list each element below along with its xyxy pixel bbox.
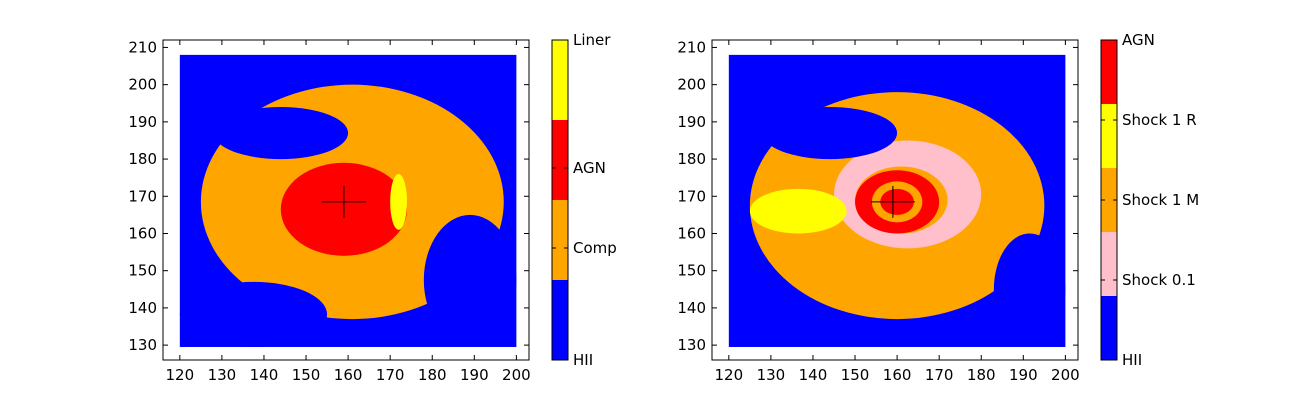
y-tick-label: 140 — [677, 299, 706, 317]
axes-frame — [162, 39, 530, 361]
colorbar-segment — [1101, 232, 1117, 296]
x-tick-label: 190 — [1009, 366, 1038, 384]
region-shock-1-r — [749, 188, 847, 234]
x-tick-label: 170 — [376, 366, 405, 384]
region-liner — [390, 173, 407, 230]
colorbar-label: Shock 0.1 — [1122, 271, 1196, 289]
y-tick-label: 130 — [677, 336, 706, 354]
x-tick-label: 170 — [925, 366, 954, 384]
y-tick-label: 140 — [128, 299, 157, 317]
y-tick-label: 210 — [677, 38, 706, 56]
x-tick-label: 130 — [757, 366, 786, 384]
y-tick-label: 180 — [677, 150, 706, 168]
colorbar-segment — [552, 40, 568, 120]
x-tick-label: 120 — [166, 366, 195, 384]
colorbar-label: AGN — [573, 159, 606, 177]
colorbar-label: Liner — [573, 31, 611, 49]
y-tick-label: 210 — [128, 38, 157, 56]
y-tick-label: 190 — [128, 113, 157, 131]
right-class-map-panel: 120 130 140 150 160 170 180 190 200 130 140 150 160 1… — [677, 31, 1199, 384]
class-map — [728, 54, 1066, 347]
y-tick-label: 200 — [128, 76, 157, 94]
x-tick-label: 200 — [502, 366, 531, 384]
y-tick-label: 190 — [677, 113, 706, 131]
x-tick-label: 160 — [883, 366, 912, 384]
x-tick-label: 190 — [460, 366, 489, 384]
x-tick-label: 120 — [715, 366, 744, 384]
x-tick-label: 130 — [208, 366, 237, 384]
x-tick-label: 160 — [334, 366, 363, 384]
x-tick-label: 180 — [967, 366, 996, 384]
colorbar-segment — [1101, 168, 1117, 232]
colorbar-segment — [1101, 40, 1117, 104]
x-tick-label: 180 — [418, 366, 447, 384]
y-tick-label: 160 — [128, 224, 157, 242]
x-tick-label: 150 — [841, 366, 870, 384]
left-class-map-panel: 120 130 140 150 160 170 180 190 200 130 140 150 160 1… — [128, 31, 616, 384]
colorbar-label: Shock 1 R — [1122, 111, 1197, 129]
region-hii — [762, 106, 898, 160]
colorbar-segment — [552, 280, 568, 360]
region-hii — [213, 106, 349, 160]
x-tick-label: 200 — [1051, 366, 1080, 384]
colorbar-label: HII — [1122, 351, 1142, 369]
colorbar-segment — [1101, 296, 1117, 360]
colorbar-label: HII — [573, 351, 593, 369]
y-tick-label: 200 — [677, 76, 706, 94]
y-tick-label: 170 — [128, 187, 157, 205]
region-hii — [423, 214, 517, 346]
y-tick-label: 180 — [128, 150, 157, 168]
colorbar-segment — [552, 120, 568, 200]
x-tick-label: 150 — [292, 366, 321, 384]
crosshair-marker — [321, 185, 366, 218]
x-tick-label: 140 — [799, 366, 828, 384]
colorbar-label: Comp — [573, 239, 617, 257]
colorbar-label: Shock 1 M — [1122, 191, 1199, 209]
colorbar: HII Comp AGN Liner — [551, 31, 617, 369]
y-tick-label: 160 — [677, 224, 706, 242]
colorbar-label: AGN — [1122, 31, 1155, 49]
colorbar-segment — [1101, 104, 1117, 168]
colorbar-segment — [552, 200, 568, 280]
y-tick-label: 150 — [677, 262, 706, 280]
y-tick-label: 150 — [128, 262, 157, 280]
region-hii — [993, 233, 1066, 346]
x-tick-label: 140 — [250, 366, 279, 384]
region-hii — [179, 281, 328, 347]
class-map — [179, 54, 517, 347]
y-tick-label: 130 — [128, 336, 157, 354]
crosshair-marker — [870, 185, 915, 218]
y-tick-label: 170 — [677, 187, 706, 205]
axes-frame — [711, 39, 1079, 361]
colorbar: HII Shock 0.1 Shock 1 M Shock 1 R AGN — [1100, 31, 1199, 369]
